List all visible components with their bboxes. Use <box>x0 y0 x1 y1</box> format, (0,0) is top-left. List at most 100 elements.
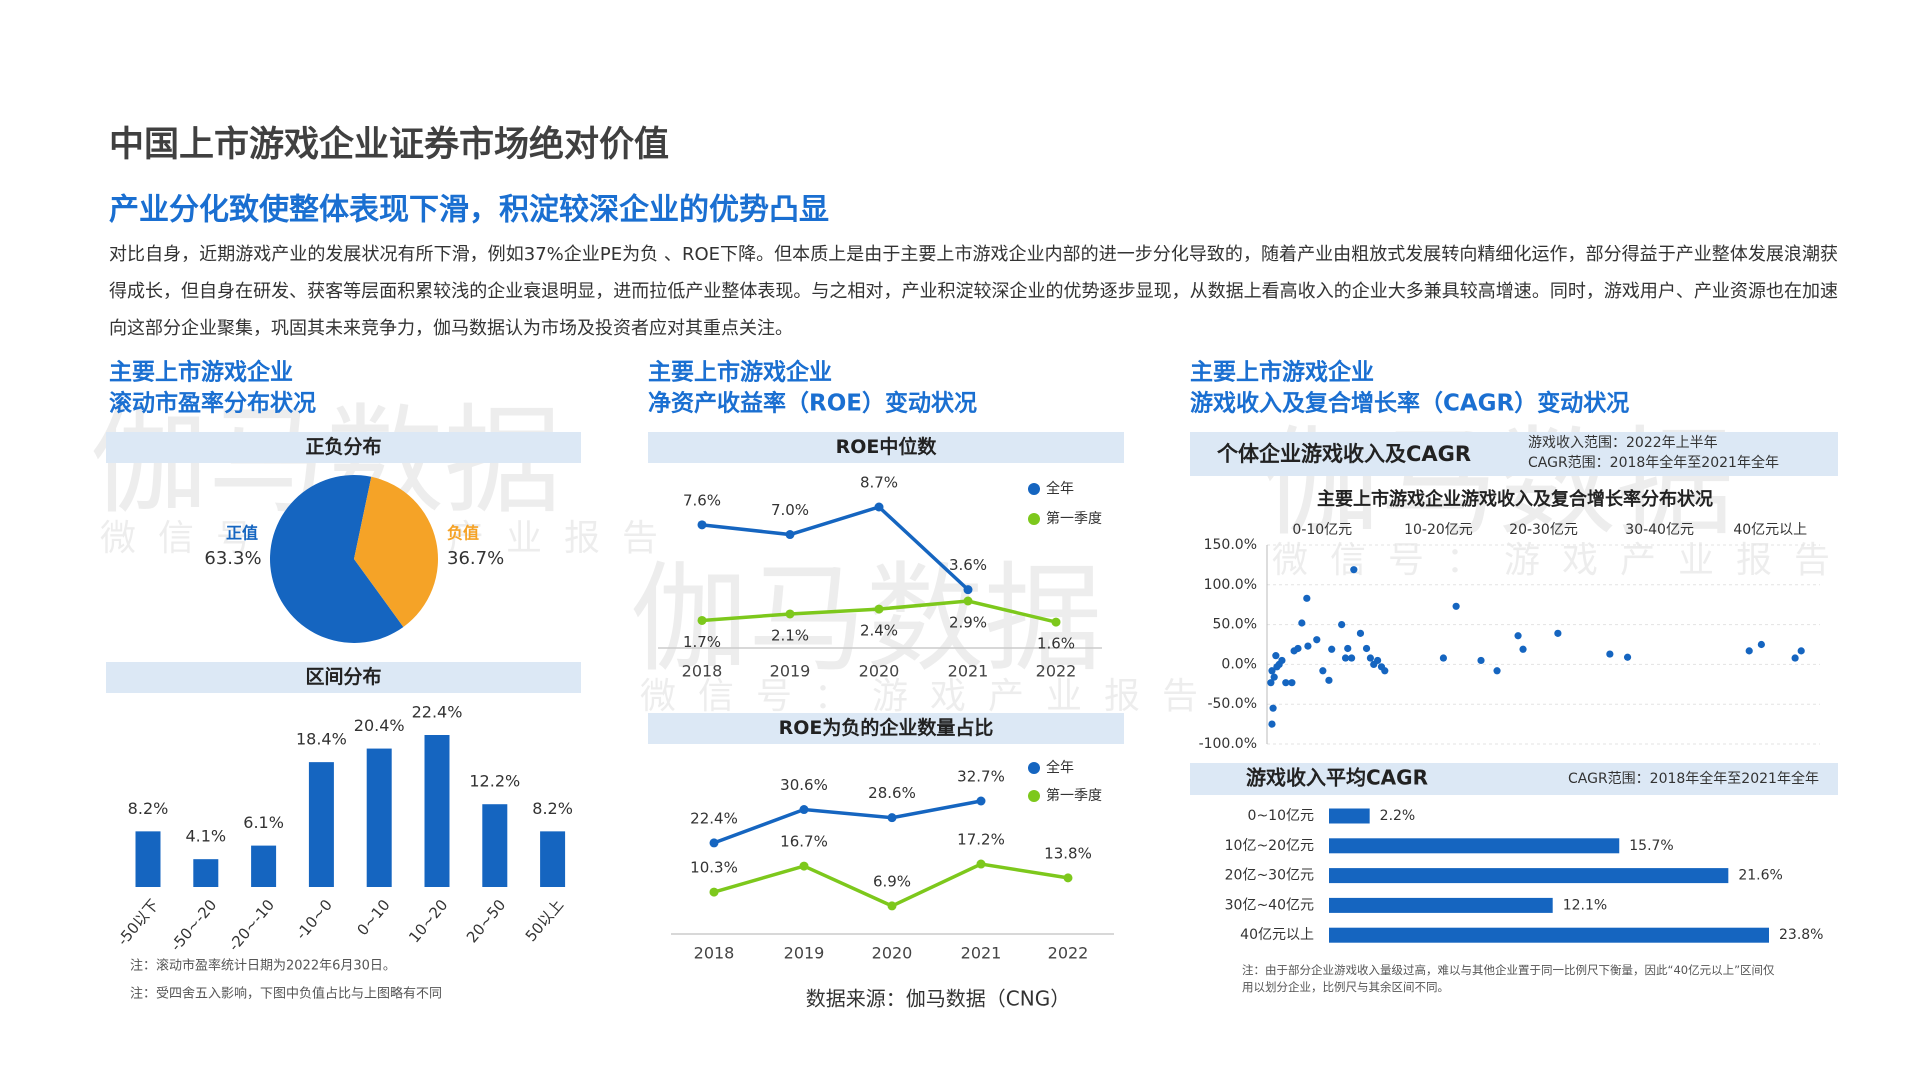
value-label: 17.2% <box>957 831 1005 849</box>
x-tick-label: -50以下 <box>114 896 163 949</box>
point <box>1313 636 1321 644</box>
point <box>1269 704 1277 712</box>
chart-title: 正负分布 <box>305 435 381 458</box>
point <box>1452 602 1460 610</box>
x-tick-label: 20~50 <box>463 896 509 946</box>
header-bar <box>1190 432 1838 476</box>
y-tick-label: 0.0% <box>1221 656 1257 672</box>
point <box>1366 654 1375 662</box>
pie-slice <box>269 474 404 643</box>
value-label: 15.7% <box>1629 838 1673 854</box>
watermark-sub: 微信号：游戏产业报告 <box>640 676 1220 717</box>
point <box>1267 679 1275 687</box>
value-label: 12.2% <box>469 772 520 791</box>
value-label: 6.9% <box>873 872 911 890</box>
panel-heading: 滚动市盈率分布状况 <box>109 390 316 417</box>
point <box>1298 619 1306 627</box>
y-tick-label: 30亿~40亿元 <box>1225 897 1314 913</box>
point <box>887 813 897 823</box>
panel-heading: 净资产收益率（ROE）变动状况 <box>648 390 977 417</box>
point <box>1477 656 1485 665</box>
y-tick-label: 40亿元以上 <box>1240 927 1314 943</box>
bar <box>135 831 161 887</box>
y-tick-label: 0~10亿元 <box>1248 808 1314 824</box>
point <box>1051 617 1061 627</box>
legend-marker <box>1028 762 1040 774</box>
point <box>1063 873 1073 883</box>
point <box>887 901 897 911</box>
value-label: 7.6% <box>683 491 721 509</box>
x-tick-label: 10~20 <box>405 896 451 946</box>
point <box>1325 676 1333 684</box>
bar <box>424 735 450 887</box>
bar <box>1329 897 1553 913</box>
point <box>1381 667 1389 675</box>
point <box>785 530 795 540</box>
watermark-sub: 微信号：游戏产业报告 <box>1272 540 1852 581</box>
header-bar <box>106 432 581 463</box>
bar <box>1329 808 1370 824</box>
source: 数据来源：伽马数据（CNG） <box>806 987 1070 1011</box>
bar <box>366 748 392 887</box>
legend-marker <box>1028 483 1040 495</box>
value-label: 8.7% <box>860 474 898 492</box>
point <box>963 585 973 595</box>
x-tick-label: -50~-20 <box>167 896 220 955</box>
point <box>697 615 707 625</box>
point <box>1278 656 1286 665</box>
value-label: 1.6% <box>1037 635 1075 653</box>
x-group-label: 30-40亿元 <box>1625 522 1694 538</box>
x-group-label: 40亿元以上 <box>1733 522 1807 538</box>
point <box>1493 667 1501 675</box>
point <box>1282 679 1290 687</box>
point <box>1757 640 1765 649</box>
value-label: 13.8% <box>1044 844 1092 862</box>
chart-title: ROE为负的企业数量占比 <box>779 716 994 739</box>
point <box>1745 647 1753 655</box>
value-label: 32.7% <box>957 768 1005 786</box>
legend-marker <box>1028 790 1040 802</box>
point <box>1374 656 1382 665</box>
pie-slice <box>354 476 438 627</box>
bar <box>482 804 508 887</box>
point <box>1554 629 1562 637</box>
y-tick-label: 10亿~20亿元 <box>1225 838 1314 854</box>
footnote: 注：滚动市盈率统计日期为2022年6月30日。 <box>130 958 396 974</box>
value-label: 23.8% <box>1779 927 1823 943</box>
x-tick-label: 2021 <box>961 944 1002 963</box>
point <box>1356 629 1365 637</box>
x-tick-label: 0~10 <box>353 896 393 939</box>
value-label: 6.1% <box>243 813 284 832</box>
point <box>874 502 884 512</box>
point <box>1344 644 1352 653</box>
body-text: 对比自身，近期游戏产业的发展状况有所下滑，例如37%企业PE为负 、ROE下降。… <box>109 244 1838 339</box>
value-label: 1.7% <box>683 633 721 651</box>
y-tick-label: -100.0% <box>1199 736 1257 752</box>
value-label: 22.4% <box>690 809 738 827</box>
point <box>976 859 986 869</box>
point <box>799 861 809 871</box>
point <box>1268 667 1276 675</box>
y-tick-label: 100.0% <box>1204 577 1257 593</box>
x-tick-label: 2019 <box>784 944 825 963</box>
point <box>785 609 795 619</box>
slice-label: 负值 <box>447 524 479 543</box>
header-bar <box>1190 763 1838 795</box>
y-tick-label: -50.0% <box>1207 696 1257 712</box>
point <box>1294 644 1302 653</box>
x-tick-label: -20~-10 <box>225 896 278 955</box>
x-group-label: 10-20亿元 <box>1404 522 1473 538</box>
point <box>1303 594 1311 602</box>
value-label: 2.2% <box>1380 808 1416 824</box>
point <box>1304 642 1312 650</box>
value-label: 3.6% <box>949 556 987 574</box>
value-label: 10.3% <box>690 859 738 877</box>
x-tick-label: -10~0 <box>292 896 336 943</box>
legend-label: 全年 <box>1046 480 1074 497</box>
x-tick-label: 2020 <box>872 944 913 963</box>
header-bar <box>106 662 581 693</box>
y-tick-label: 20亿~30亿元 <box>1225 868 1314 884</box>
panel-heading: 主要上市游戏企业 <box>648 359 832 386</box>
range-note: CAGR范围：2018年全年至2021年全年 <box>1528 454 1779 471</box>
